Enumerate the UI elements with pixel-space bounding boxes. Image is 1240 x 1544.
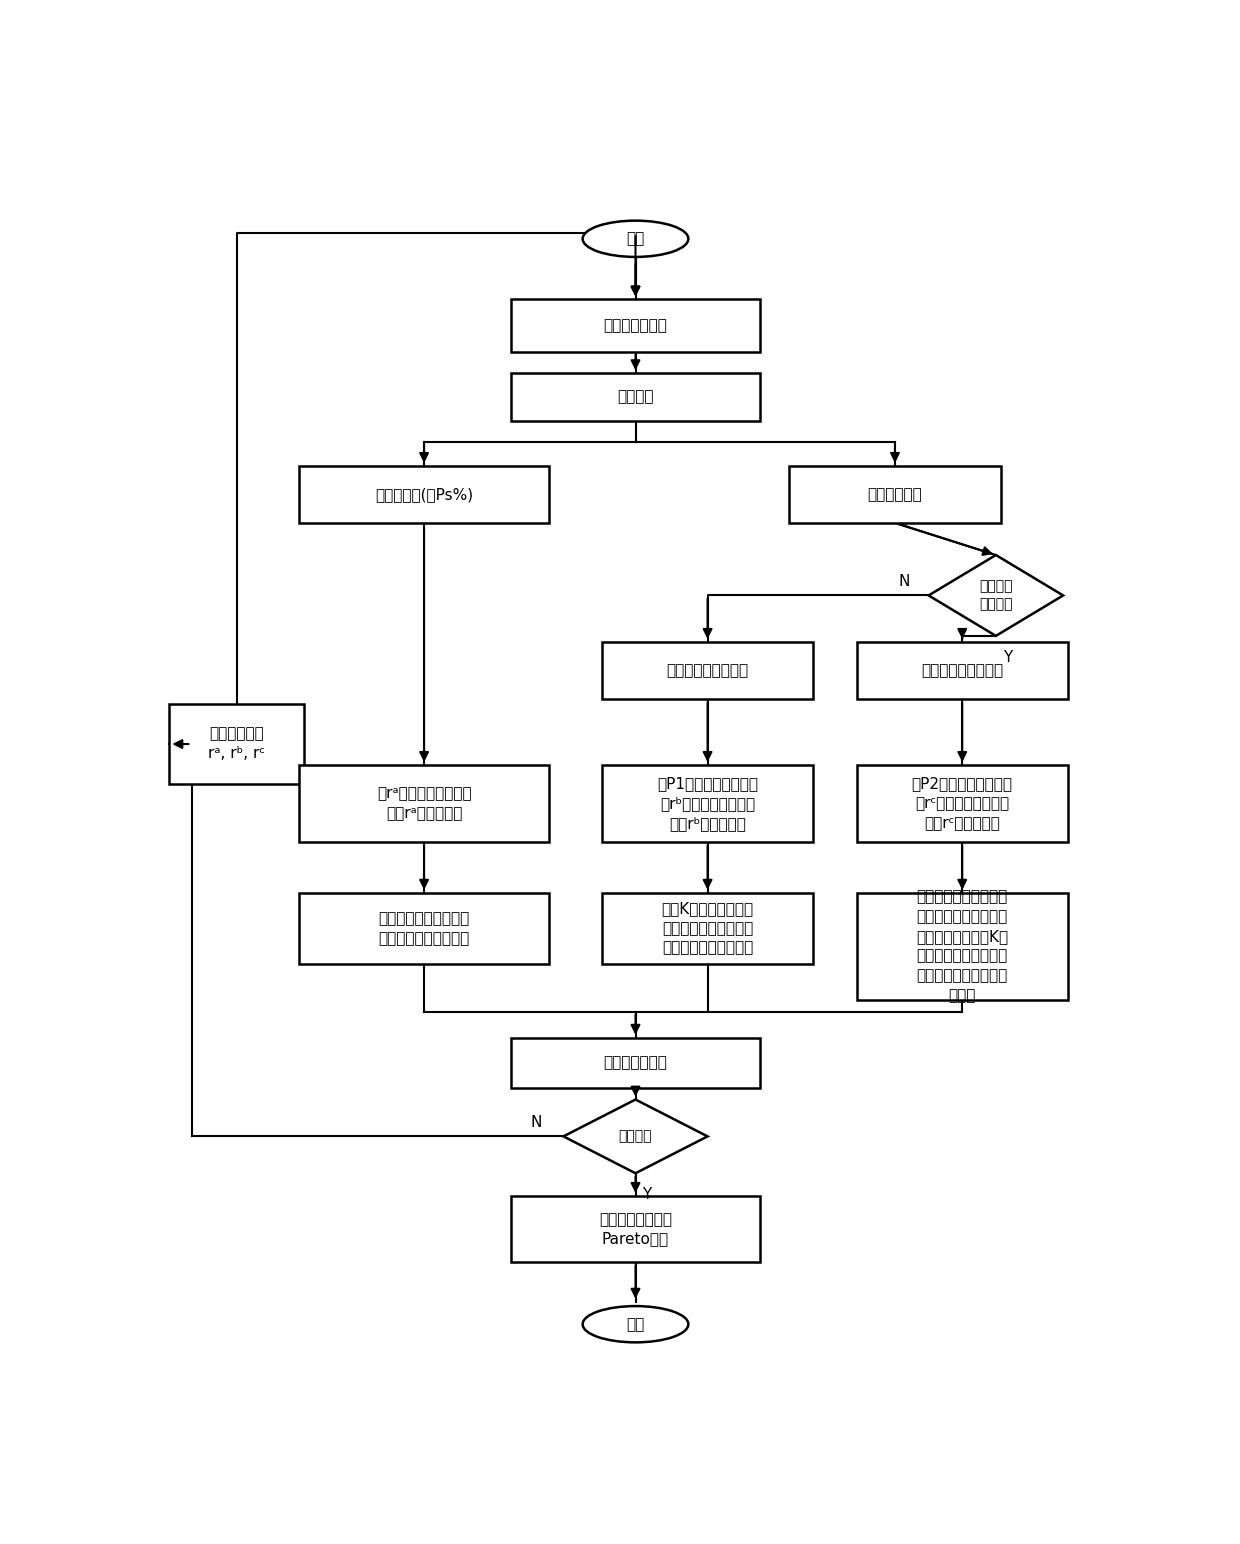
Text: 开始: 开始 <box>626 232 645 247</box>
Text: 以P1的概率作为初代，
在rᵇ半径内产生物质，
并在rᵇ半径内搜索: 以P1的概率作为初代， 在rᵇ半径内产生物质， 并在rᵇ半径内搜索 <box>657 777 758 831</box>
Bar <box>511 300 760 352</box>
Bar <box>857 642 1068 699</box>
Bar <box>601 764 813 841</box>
Bar <box>789 466 1001 523</box>
Text: Y: Y <box>642 1187 652 1203</box>
Text: 脂溢性物质(前Ps%): 脂溢性物质(前Ps%) <box>374 486 474 502</box>
Text: 计算子代所含物质能量
，超过一定能量值的个
体作为初代，选取K个
子代中最优者与初代比
较，优于初代，子代代
替初代: 计算子代所含物质能量 ，超过一定能量值的个 体作为初代，选取K个 子代中最优者与… <box>916 889 1008 1004</box>
Text: 比较初代与子代，子代
优于初代，子代被保留: 比较初代与子代，子代 优于初代，子代被保留 <box>378 911 470 946</box>
Bar <box>601 892 813 963</box>
Text: 选取K个子代中最优个
体，并与初代比较，优
于初代，子代代替初代: 选取K个子代中最优个 体，并与初代比较，优 于初代，子代代替初代 <box>661 902 754 956</box>
Bar <box>299 892 549 963</box>
Polygon shape <box>563 1099 708 1173</box>
Polygon shape <box>929 554 1063 636</box>
Text: 适应度水平计算: 适应度水平计算 <box>604 318 667 334</box>
Bar <box>601 642 813 699</box>
Bar <box>170 704 304 784</box>
Text: N: N <box>531 1115 542 1130</box>
Text: 高浓度非脂溢性物质: 高浓度非脂溢性物质 <box>667 662 749 678</box>
Ellipse shape <box>583 221 688 256</box>
Text: 结束: 结束 <box>626 1317 645 1332</box>
Text: N: N <box>899 574 910 588</box>
Ellipse shape <box>583 1306 688 1342</box>
Text: 低浓度非脂溢性物质: 低浓度非脂溢性物质 <box>921 662 1003 678</box>
Text: 非支配排序，形成
Pareto解集: 非支配排序，形成 Pareto解集 <box>599 1212 672 1246</box>
Bar <box>511 1195 760 1263</box>
Text: 在rᵃ半径内产生物质，
并在rᵃ半径内搜索: 在rᵃ半径内产生物质， 并在rᵃ半径内搜索 <box>377 786 471 821</box>
Bar <box>857 764 1068 841</box>
Text: 以P2的概率作为初代，
在rᶜ半径内产生物质，
并在rᶜ半径内搜索: 以P2的概率作为初代， 在rᶜ半径内产生物质， 并在rᶜ半径内搜索 <box>911 777 1013 831</box>
Bar <box>511 1038 760 1087</box>
Bar <box>857 892 1068 999</box>
Text: 低于物质
平均浓度: 低于物质 平均浓度 <box>980 579 1013 611</box>
Bar <box>299 466 549 523</box>
Bar <box>511 374 760 420</box>
Text: 更新搜索半径
rᵃ, rᵇ, rᶜ: 更新搜索半径 rᵃ, rᵇ, rᶜ <box>208 727 265 761</box>
Text: 物质排序: 物质排序 <box>618 389 653 405</box>
Text: 非脂溢性物质: 非脂溢性物质 <box>868 486 923 502</box>
Text: Y: Y <box>1003 650 1012 665</box>
Text: 最大代数: 最大代数 <box>619 1129 652 1144</box>
Bar <box>299 764 549 841</box>
Text: 汇总作为新一代: 汇总作为新一代 <box>604 1055 667 1070</box>
